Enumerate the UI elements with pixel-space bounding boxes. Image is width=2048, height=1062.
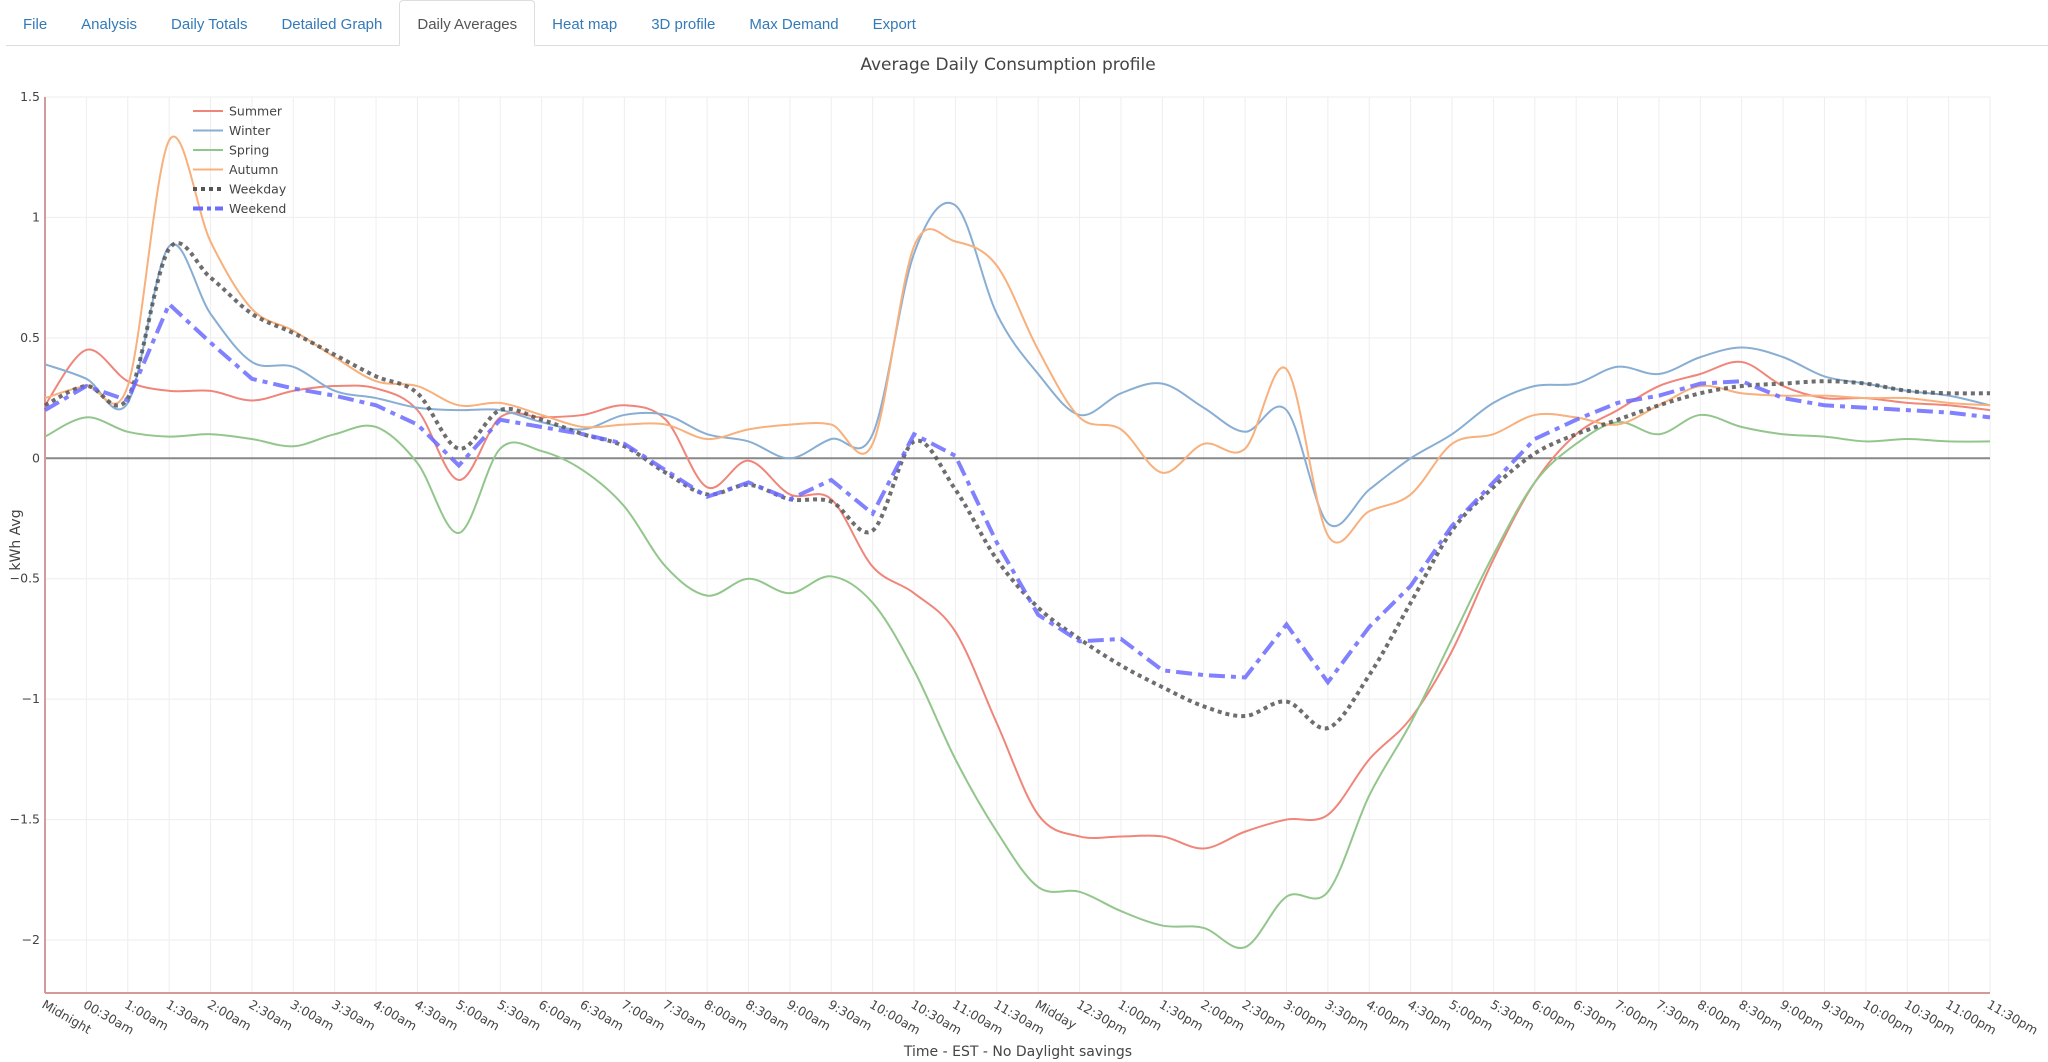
- y-tick-label: 1: [32, 209, 40, 224]
- x-tick-label: 9:00pm: [1778, 997, 1827, 1034]
- legend-label: Summer: [229, 104, 283, 119]
- y-tick-label: −1.5: [10, 812, 40, 827]
- x-tick-label: 5:30pm: [1488, 997, 1537, 1034]
- x-tick-label: 3:30am: [329, 997, 378, 1034]
- x-tick-label: 9:30pm: [1819, 997, 1868, 1034]
- y-tick-label: −0.5: [10, 571, 40, 586]
- x-tick-label: 5:00pm: [1447, 997, 1496, 1034]
- series-line-winter: [44, 201, 1991, 528]
- series-line-autumn: [44, 135, 1991, 544]
- x-tick-label: 1:30am: [164, 997, 213, 1034]
- tab-bar: File Analysis Daily Totals Detailed Grap…: [6, 0, 2048, 46]
- tab-detailed-graph[interactable]: Detailed Graph: [281, 16, 383, 33]
- series-line-summer: [44, 348, 1991, 850]
- legend-item-summer[interactable]: Summer: [193, 104, 283, 119]
- x-tick-label: 2:00pm: [1198, 997, 1247, 1034]
- x-tick-label: 2:00am: [205, 997, 254, 1034]
- series-line-weekend: [43, 300, 1991, 686]
- x-tick-label: 6:00am: [536, 997, 585, 1034]
- x-tick-label: 4:30am: [412, 997, 461, 1034]
- legend-label: Autumn: [229, 162, 278, 177]
- y-axis-ticks: 1.5 1 0.5 0 −0.5 −1 −1.5 −2: [10, 89, 40, 947]
- series-lines: [43, 135, 1991, 950]
- x-tick-label: 8:30am: [743, 997, 792, 1034]
- legend-label: Weekend: [229, 201, 286, 216]
- tab-file[interactable]: File: [23, 16, 48, 33]
- legend-item-winter[interactable]: Winter: [193, 123, 271, 138]
- x-tick-label: 6:30pm: [1571, 997, 1620, 1034]
- x-tick-label: 1:30pm: [1157, 997, 1206, 1034]
- x-tick-label: 6:30am: [577, 997, 626, 1034]
- x-tick-label: 2:30am: [246, 997, 295, 1034]
- x-axis-ticks: Midnight00:30am1:00am1:30am2:00am2:30am3…: [40, 997, 2041, 1038]
- legend-label: Winter: [229, 123, 271, 138]
- x-tick-label: 3:00am: [288, 997, 337, 1034]
- legend-item-autumn[interactable]: Autumn: [193, 162, 278, 177]
- x-tick-label: 9:30am: [826, 997, 875, 1034]
- x-tick-label: 9:00am: [784, 997, 833, 1034]
- x-tick-label: 4:30pm: [1405, 997, 1454, 1034]
- legend-label: Spring: [229, 143, 269, 158]
- tab-daily-totals[interactable]: Daily Totals: [171, 16, 248, 33]
- tab-daily-averages[interactable]: Daily Averages: [399, 0, 536, 46]
- legend-item-weekday[interactable]: Weekday: [193, 182, 287, 197]
- legend-item-weekend[interactable]: Weekend: [193, 201, 286, 216]
- x-tick-label: 6:00pm: [1529, 997, 1578, 1034]
- line-chart: Average Daily Consumption profile 1.5 1 0.…: [8, 55, 2041, 1060]
- legend-label: Weekday: [229, 182, 287, 197]
- x-tick-label: 7:30am: [660, 997, 709, 1034]
- x-tick-label: 8:00am: [702, 997, 751, 1034]
- y-tick-label: −2: [22, 932, 40, 947]
- x-tick-label: 7:00pm: [1612, 997, 1661, 1034]
- x-tick-label: 7:30pm: [1653, 997, 1702, 1034]
- x-tick-label: 3:00pm: [1281, 997, 1330, 1034]
- x-tick-label: 5:00am: [453, 997, 502, 1034]
- x-tick-label: 5:30am: [495, 997, 544, 1034]
- legend-item-spring[interactable]: Spring: [193, 143, 269, 158]
- chart-title: Average Daily Consumption profile: [860, 55, 1155, 75]
- x-tick-label: 4:00am: [371, 997, 420, 1034]
- grid: [44, 96, 1991, 994]
- x-tick-label: 4:00pm: [1364, 997, 1413, 1034]
- x-tick-label: 3:30pm: [1322, 997, 1371, 1034]
- y-tick-label: 0.5: [20, 330, 40, 345]
- x-tick-label: 2:30pm: [1240, 997, 1289, 1034]
- tab-heat-map[interactable]: Heat map: [552, 16, 618, 33]
- series-line-weekday: [44, 241, 1991, 731]
- series-line-spring: [44, 413, 1991, 950]
- y-tick-label: 0: [32, 450, 40, 465]
- y-tick-label: 1.5: [20, 89, 40, 104]
- legend[interactable]: Summer Winter Spring Autumn Weekday Weekend: [193, 104, 287, 217]
- x-tick-label: 8:00pm: [1695, 997, 1744, 1034]
- tab-analysis[interactable]: Analysis: [81, 16, 138, 33]
- tab-max-demand[interactable]: Max Demand: [749, 16, 839, 33]
- y-tick-label: −1: [22, 691, 40, 706]
- x-tick-label: 7:00am: [619, 997, 668, 1034]
- tab-3d-profile[interactable]: 3D profile: [651, 16, 716, 33]
- tab-export[interactable]: Export: [872, 16, 916, 33]
- y-axis-label: kWh Avg: [8, 509, 24, 570]
- x-axis-label: Time - EST - No Daylight savings: [903, 1044, 1132, 1060]
- x-tick-label: 8:30pm: [1736, 997, 1785, 1034]
